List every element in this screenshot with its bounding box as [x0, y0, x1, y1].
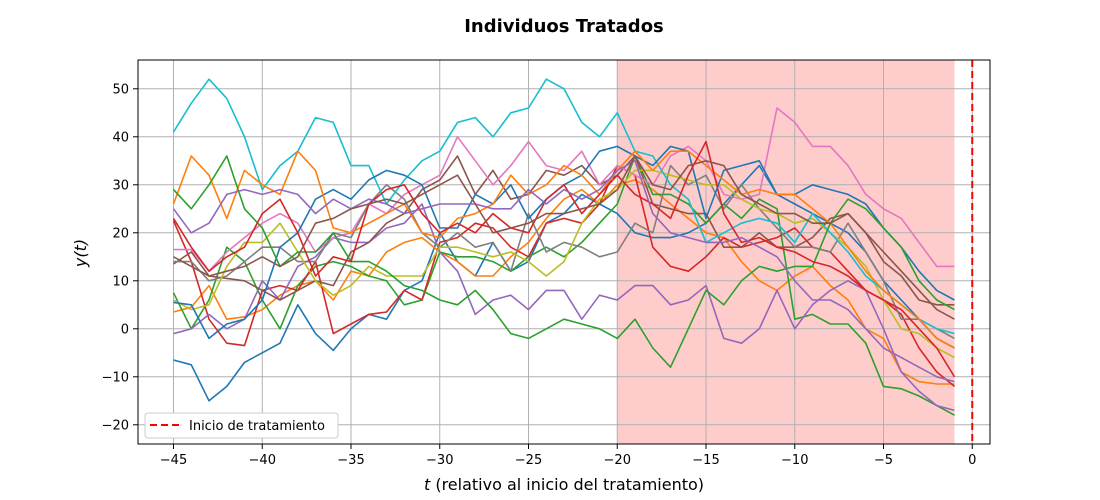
- y-axis-ticks: −20 −10 0 10 20 30 40 50: [102, 82, 138, 433]
- legend-label: Inicio de tratamiento: [189, 419, 325, 434]
- plot-frame: [137, 59, 991, 445]
- series-line-10: [172, 78, 955, 335]
- x-tick-label: −30: [426, 453, 453, 468]
- y-tick-label: 0: [121, 322, 129, 337]
- series-line-12: [172, 150, 955, 349]
- x-tick-label: 0: [968, 453, 976, 468]
- y-tick-label: 20: [112, 226, 129, 241]
- treatment-window-shading: [617, 60, 955, 444]
- x-tick-label: −5: [874, 453, 893, 468]
- series-line-16: [173, 155, 955, 320]
- x-tick-label: −15: [692, 453, 719, 468]
- y-tick-label: 50: [112, 82, 129, 97]
- x-tick-label: −25: [515, 453, 542, 468]
- series-line-6: [173, 155, 955, 306]
- series-line-2: [173, 179, 955, 385]
- chart-title: Individuos Tratados: [464, 16, 664, 37]
- series-line-9: [173, 169, 955, 359]
- series-line-13: [172, 155, 955, 369]
- x-tick-label: −45: [160, 453, 187, 468]
- legend: Inicio de tratamiento: [144, 412, 339, 439]
- series-line-7: [173, 107, 955, 273]
- x-tick-label: −35: [337, 453, 364, 468]
- y-tick-label: 40: [112, 130, 129, 145]
- x-axis-ticks: −45 −40 −35 −30 −25 −20 −15 −10 −5 0: [160, 444, 976, 468]
- x-tick-label: −10: [781, 453, 808, 468]
- y-axis-label: y(t): [71, 239, 90, 268]
- y-tick-label: 30: [112, 178, 129, 193]
- x-tick-label: −40: [249, 453, 276, 468]
- y-tick-label: −20: [102, 418, 129, 433]
- legend-box: [144, 412, 339, 439]
- x-tick-label: −20: [604, 453, 631, 468]
- y-tick-label: −10: [102, 370, 129, 385]
- series-line-15: [172, 160, 955, 383]
- series-line-5: [173, 203, 955, 412]
- x-axis-label: t (relativo al inicio del tratamiento): [424, 475, 704, 494]
- series-line-3: [172, 155, 955, 416]
- y-tick-label: 10: [112, 274, 129, 289]
- series-group: [172, 78, 956, 416]
